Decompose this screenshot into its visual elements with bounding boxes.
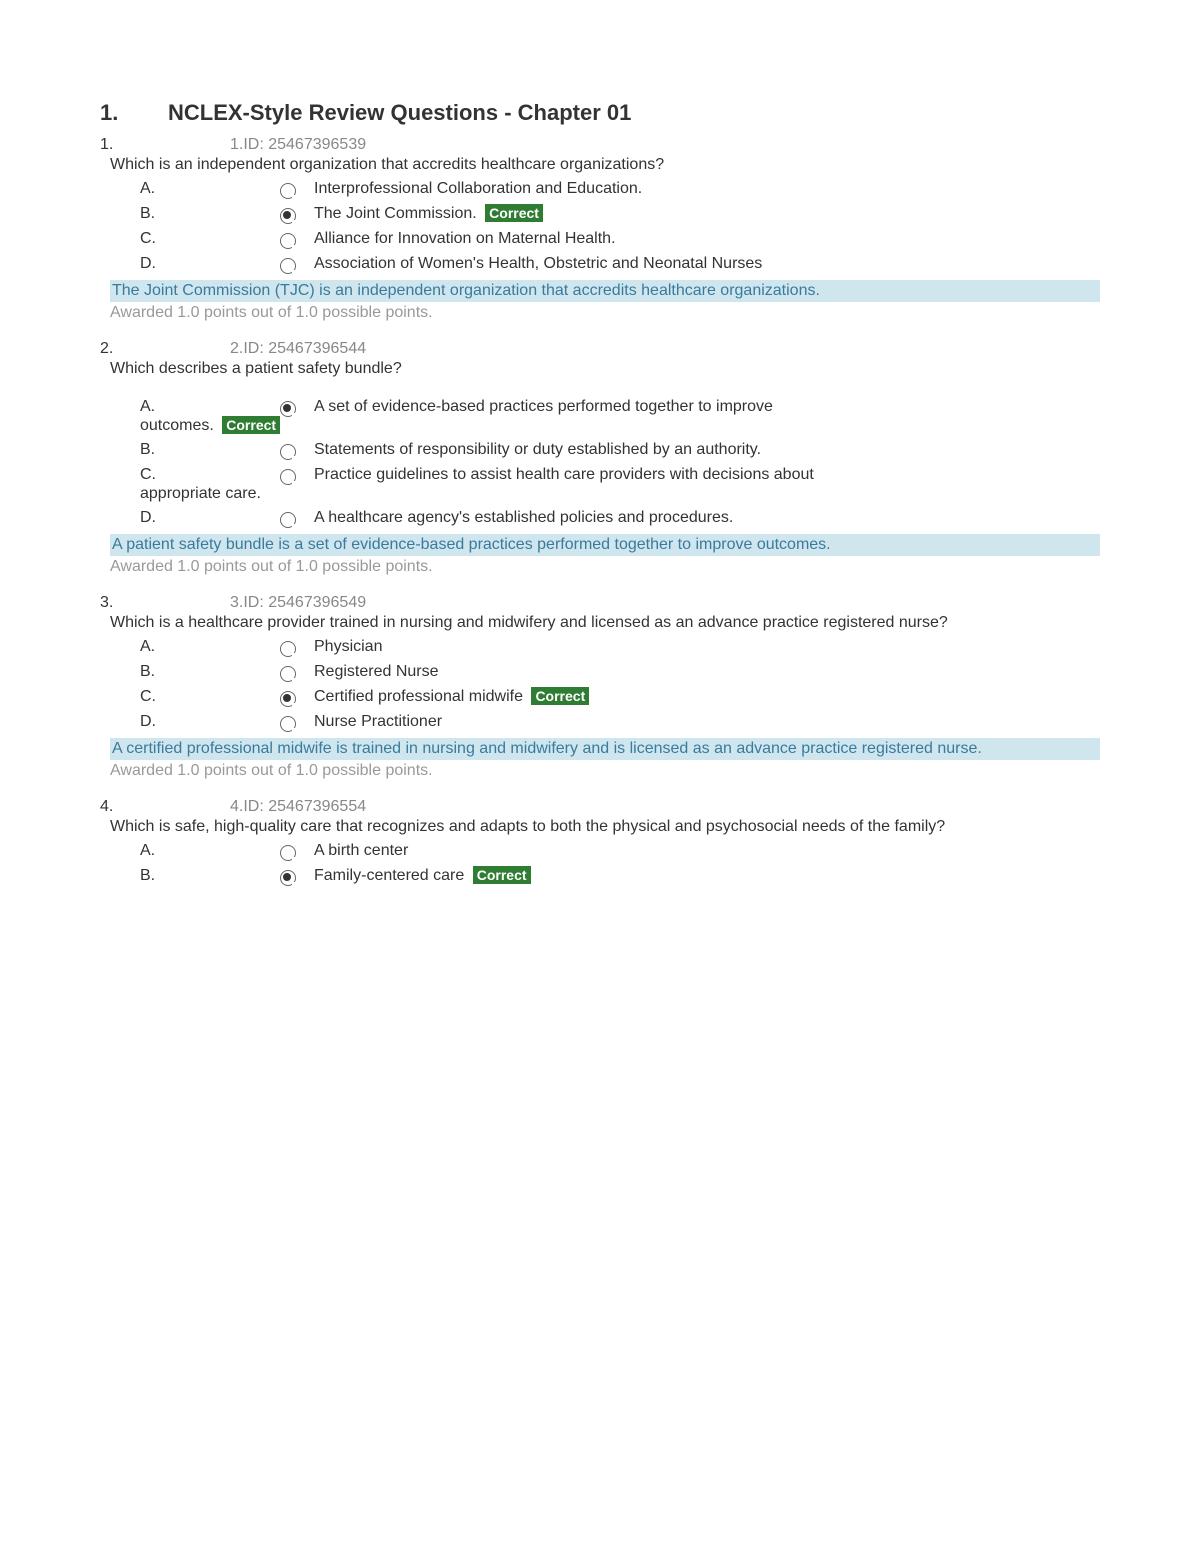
option-letter: B. — [140, 205, 280, 223]
option-continuation: appropriate care. — [140, 485, 1100, 503]
option-letter: C. — [140, 466, 280, 484]
radio-icon[interactable] — [280, 691, 296, 707]
explanation: A certified professional midwife is trai… — [110, 738, 1100, 760]
question-text: Which is a healthcare provider trained i… — [110, 614, 1100, 632]
radio-icon[interactable] — [280, 183, 296, 199]
radio-icon[interactable] — [280, 512, 296, 528]
option-row: A. A birth center — [140, 842, 1100, 861]
questions-container: 1. 1.ID: 25467396539 Which is an independe… — [100, 136, 1100, 886]
points-text: Awarded 1.0 points out of 1.0 possible p… — [110, 558, 1100, 576]
radio-icon[interactable] — [280, 716, 296, 732]
radio-icon[interactable] — [280, 444, 296, 460]
option-row: C. Practice guidelines to assist health c… — [140, 466, 1100, 485]
option-text: A healthcare agency's established polici… — [314, 509, 1100, 527]
option-text: Physician — [314, 638, 1100, 656]
option-text: Certified professional midwife Correct — [314, 688, 1100, 706]
explanation: The Joint Commission (TJC) is an indepen… — [110, 280, 1100, 302]
question-header: 4. 4.ID: 25467396554 — [100, 798, 1100, 816]
explanation: A patient safety bundle is a set of evid… — [110, 534, 1100, 556]
correct-badge: Correct — [531, 687, 589, 705]
option-text: Practice guidelines to assist health car… — [314, 466, 1100, 484]
option-letter: C. — [140, 230, 280, 248]
option-letter: B. — [140, 867, 280, 885]
option-letter: A. — [140, 638, 280, 656]
question-text: Which is safe, high-quality care that re… — [110, 818, 1100, 836]
option-text: Registered Nurse — [314, 663, 1100, 681]
option-text: Association of Women's Health, Obstetric… — [314, 255, 1100, 273]
question-number: 4. — [100, 798, 110, 816]
question-id: 3.ID: 25467396549 — [230, 594, 366, 612]
option-text: The Joint Commission. Correct — [314, 205, 1100, 223]
option-text: Statements of responsibility or duty est… — [314, 441, 1100, 459]
option-letter: C. — [140, 688, 280, 706]
radio-icon[interactable] — [280, 233, 296, 249]
option-text: Alliance for Innovation on Maternal Heal… — [314, 230, 1100, 248]
radio-icon[interactable] — [280, 401, 296, 417]
option-letter: A. — [140, 398, 280, 416]
points-text: Awarded 1.0 points out of 1.0 possible p… — [110, 762, 1100, 780]
question-header: 3. 3.ID: 25467396549 — [100, 594, 1100, 612]
option-row: A. Interprofessional Collaboration and Ed… — [140, 180, 1100, 199]
question-id: 2.ID: 25467396544 — [230, 340, 366, 358]
radio-icon[interactable] — [280, 845, 296, 861]
option-row: B. Registered Nurse — [140, 663, 1100, 682]
radio-icon[interactable] — [280, 641, 296, 657]
option-row: C. Alliance for Innovation on Maternal He… — [140, 230, 1100, 249]
radio-icon[interactable] — [280, 258, 296, 274]
option-letter: A. — [140, 842, 280, 860]
title-row: 1. NCLEX-Style Review Questions - Chapte… — [100, 100, 1100, 126]
question-text: Which is an independent organization tha… — [110, 156, 1100, 174]
question-number: 2. — [100, 340, 110, 358]
question-text: Which describes a patient safety bundle? — [110, 360, 1100, 378]
correct-badge: Correct — [485, 204, 543, 222]
correct-badge: Correct — [473, 866, 531, 884]
option-row: D. A healthcare agency's established poli… — [140, 509, 1100, 528]
option-continuation: outcomes. Correct — [140, 417, 1100, 435]
option-row: D. Association of Women's Health, Obstetr… — [140, 255, 1100, 274]
question-block: 3. 3.ID: 25467396549 Which is a healthcare… — [100, 594, 1100, 780]
page-container: 1. NCLEX-Style Review Questions - Chapte… — [0, 0, 1200, 964]
option-letter: B. — [140, 441, 280, 459]
option-text: A birth center — [314, 842, 1100, 860]
radio-icon[interactable] — [280, 469, 296, 485]
question-id: 1.ID: 25467396539 — [230, 136, 366, 154]
option-letter: A. — [140, 180, 280, 198]
option-row: A. A set of evidence-based practices perf… — [140, 398, 1100, 417]
option-text: Nurse Practitioner — [314, 713, 1100, 731]
correct-badge: Correct — [222, 416, 280, 434]
option-text: Family-centered care Correct — [314, 867, 1100, 885]
option-letter: D. — [140, 713, 280, 731]
option-row: B. Statements of responsibility or duty e… — [140, 441, 1100, 460]
question-header: 1. 1.ID: 25467396539 — [100, 136, 1100, 154]
question-number: 3. — [100, 594, 110, 612]
option-text: Interprofessional Collaboration and Educ… — [314, 180, 1100, 198]
option-row: B. The Joint Commission. Correct — [140, 205, 1100, 224]
option-row: A. Physician — [140, 638, 1100, 657]
question-header: 2. 2.ID: 25467396544 — [100, 340, 1100, 358]
title-text: NCLEX-Style Review Questions - Chapter 0… — [168, 100, 631, 126]
title-number: 1. — [100, 100, 168, 126]
option-row: D. Nurse Practitioner — [140, 713, 1100, 732]
radio-icon[interactable] — [280, 870, 296, 886]
option-letter: D. — [140, 509, 280, 527]
points-text: Awarded 1.0 points out of 1.0 possible p… — [110, 304, 1100, 322]
question-block: 1. 1.ID: 25467396539 Which is an independe… — [100, 136, 1100, 322]
question-id: 4.ID: 25467396554 — [230, 798, 366, 816]
question-number: 1. — [100, 136, 110, 154]
option-text: A set of evidence-based practices perfor… — [314, 398, 1100, 416]
question-block: 4. 4.ID: 25467396554 Which is safe, high-q… — [100, 798, 1100, 886]
option-letter: D. — [140, 255, 280, 273]
option-letter: B. — [140, 663, 280, 681]
option-row: C. Certified professional midwife Correct — [140, 688, 1100, 707]
radio-icon[interactable] — [280, 666, 296, 682]
radio-icon[interactable] — [280, 208, 296, 224]
option-row: B. Family-centered care Correct — [140, 867, 1100, 886]
question-block: 2. 2.ID: 25467396544 Which describes a pat… — [100, 340, 1100, 576]
